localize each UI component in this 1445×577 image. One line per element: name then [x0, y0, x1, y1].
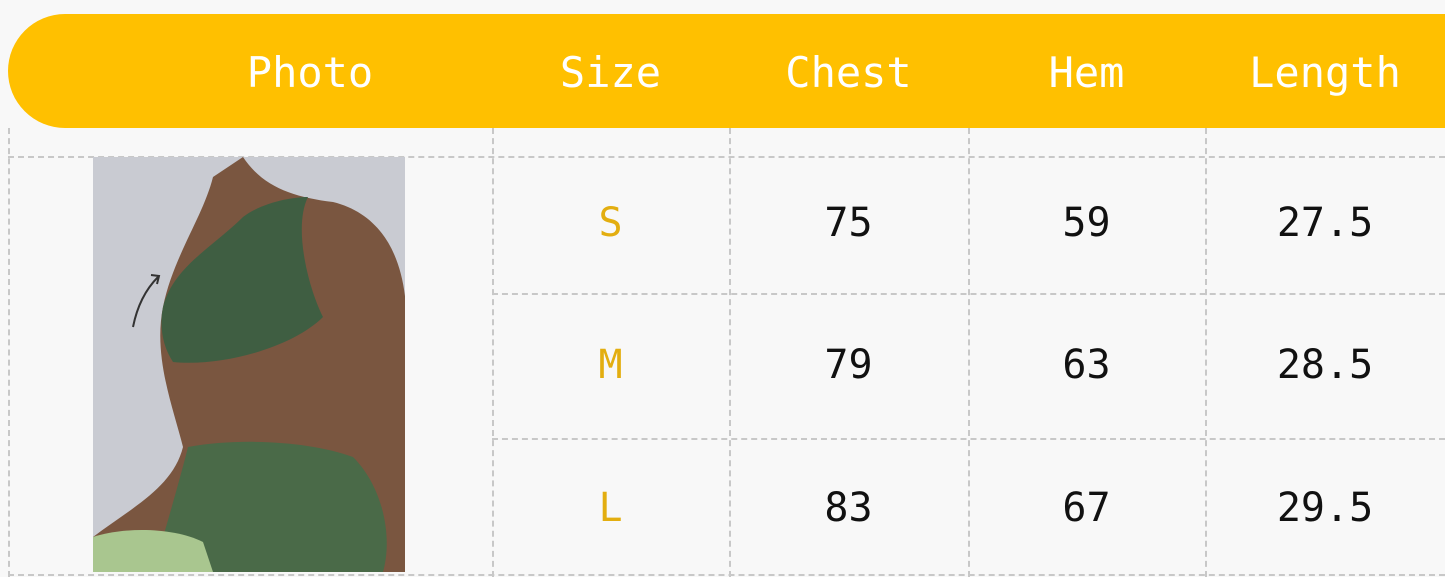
size-m: M	[598, 342, 623, 388]
size-l: L	[598, 485, 623, 531]
chest-l: 83	[824, 485, 873, 531]
header-bar	[8, 14, 1445, 128]
size-s: S	[598, 200, 623, 246]
chest-s: 75	[824, 200, 873, 246]
grid-line	[8, 128, 10, 577]
length-l: 29.5	[1276, 485, 1374, 531]
grid-line	[1205, 128, 1207, 577]
grid-line	[8, 156, 1445, 158]
grid-line	[492, 128, 494, 577]
grid-line	[729, 128, 731, 577]
length-m: 28.5	[1276, 342, 1374, 388]
hem-l: 67	[1062, 485, 1111, 531]
grid-line	[492, 438, 1445, 440]
product-photo	[93, 157, 405, 572]
header-size: Size	[559, 48, 662, 97]
header-length: Length	[1249, 48, 1401, 97]
header-photo: Photo	[246, 48, 374, 97]
length-s: 27.5	[1276, 200, 1374, 246]
grid-line	[968, 128, 970, 577]
hem-s: 59	[1062, 200, 1111, 246]
grid-line	[492, 293, 1445, 295]
chest-m: 79	[824, 342, 873, 388]
hem-m: 63	[1062, 342, 1111, 388]
grid-line	[8, 574, 1445, 576]
header-chest: Chest	[785, 48, 912, 97]
header-hem: Hem	[1048, 48, 1125, 97]
